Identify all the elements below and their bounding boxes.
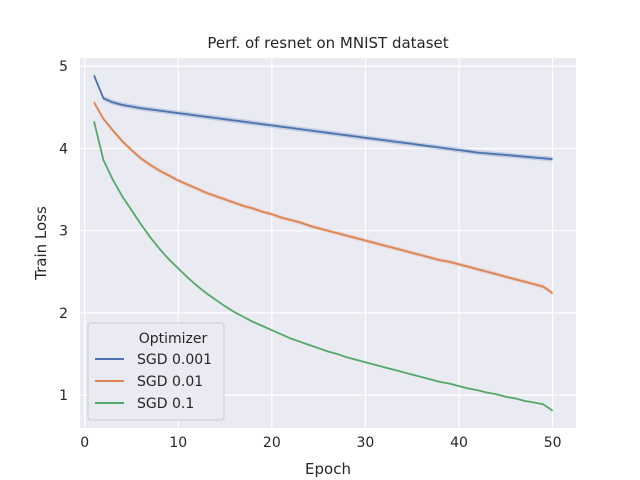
x-tick-label: 30: [357, 435, 375, 451]
series-band-2: [94, 100, 553, 296]
y-tick-labels: 1 2 3 4 5: [59, 59, 68, 404]
series-band-1: [94, 72, 553, 162]
legend-label: SGD 0.01: [137, 374, 203, 390]
confidence-bands: [94, 72, 553, 412]
x-axis-label: Epoch: [305, 460, 351, 478]
legend: Optimizer SGD 0.001 SGD 0.01 SGD 0.1: [87, 322, 225, 421]
y-tick-label: 2: [59, 306, 68, 322]
series-line-2: [93, 101, 554, 294]
legend-box: [87, 322, 225, 421]
x-tick-label: 0: [80, 435, 89, 451]
y-tick-label: 1: [59, 388, 68, 404]
series-lines: [93, 74, 554, 412]
y-axis-label: Train Loss: [32, 206, 50, 281]
y-tick-label: 3: [59, 224, 68, 240]
y-tick-label: 4: [59, 141, 68, 157]
x-tick-label: 20: [263, 435, 281, 451]
legend-label: SGD 0.1: [137, 396, 194, 412]
legend-entries: SGD 0.001 SGD 0.01 SGD 0.1: [95, 352, 212, 412]
legend-title: Optimizer: [139, 331, 208, 347]
x-tick-labels: 0 10 20 30 40 50: [80, 435, 561, 451]
x-tick-label: 50: [544, 435, 562, 451]
legend-label: SGD 0.001: [137, 352, 212, 368]
series-line-1: [93, 74, 553, 160]
y-tick-label: 5: [59, 59, 68, 75]
grid-lines: [80, 58, 576, 428]
x-tick-label: 40: [450, 435, 468, 451]
chart-title: Perf. of resnet on MNIST dataset: [207, 34, 448, 52]
x-tick-label: 10: [169, 435, 187, 451]
series-line-3: [93, 121, 554, 412]
